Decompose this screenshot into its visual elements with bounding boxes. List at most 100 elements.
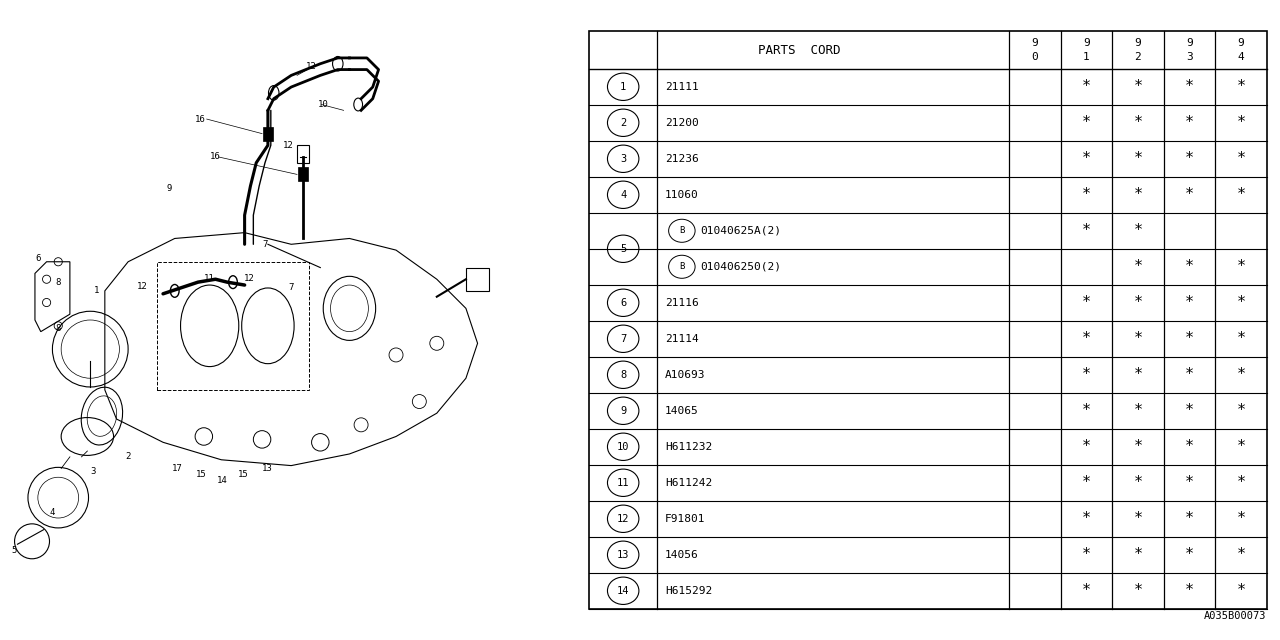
Text: *: * xyxy=(1236,476,1245,490)
Bar xyxy=(264,127,273,141)
Text: *: * xyxy=(1082,367,1091,382)
Text: *: * xyxy=(1185,188,1194,202)
Text: *: * xyxy=(1133,511,1143,526)
Text: *: * xyxy=(1185,295,1194,310)
Text: 6: 6 xyxy=(620,298,626,308)
Text: *: * xyxy=(1185,403,1194,419)
Text: *: * xyxy=(1236,583,1245,598)
Text: *: * xyxy=(1236,332,1245,346)
Text: 7: 7 xyxy=(620,334,626,344)
Text: A10693: A10693 xyxy=(666,370,705,380)
Text: 01040625A(2): 01040625A(2) xyxy=(700,226,782,236)
Text: 9: 9 xyxy=(1083,38,1089,48)
Text: 6: 6 xyxy=(35,254,41,263)
Text: 12: 12 xyxy=(283,141,293,150)
Text: 14065: 14065 xyxy=(666,406,699,416)
Text: PARTS  CORD: PARTS CORD xyxy=(758,44,841,56)
Text: *: * xyxy=(1185,259,1194,275)
Text: 4: 4 xyxy=(1238,52,1244,61)
Text: *: * xyxy=(1185,439,1194,454)
Text: 010406250(2): 010406250(2) xyxy=(700,262,782,272)
Text: *: * xyxy=(1236,547,1245,563)
Text: *: * xyxy=(1185,151,1194,166)
Text: *: * xyxy=(1082,332,1091,346)
Text: 10: 10 xyxy=(617,442,630,452)
Text: 9: 9 xyxy=(1187,38,1193,48)
Text: 11: 11 xyxy=(205,273,215,283)
Text: 1: 1 xyxy=(620,82,626,92)
Text: 9: 9 xyxy=(1134,38,1142,48)
Text: *: * xyxy=(1133,332,1143,346)
Text: *: * xyxy=(1133,403,1143,419)
Text: *: * xyxy=(1133,188,1143,202)
Text: 21200: 21200 xyxy=(666,118,699,128)
Text: *: * xyxy=(1133,151,1143,166)
Text: *: * xyxy=(1236,439,1245,454)
Text: 3: 3 xyxy=(620,154,626,164)
Text: *: * xyxy=(1133,583,1143,598)
Text: 9: 9 xyxy=(1238,38,1244,48)
Text: 16: 16 xyxy=(210,152,221,161)
Text: 21236: 21236 xyxy=(666,154,699,164)
Text: 12: 12 xyxy=(244,273,255,283)
Text: 3: 3 xyxy=(91,467,96,476)
Text: *: * xyxy=(1236,403,1245,419)
Bar xyxy=(298,168,307,181)
Text: 3: 3 xyxy=(1187,52,1193,61)
Text: 1: 1 xyxy=(1083,52,1089,61)
Text: B: B xyxy=(680,227,685,236)
Text: 15: 15 xyxy=(238,470,248,479)
Text: 1: 1 xyxy=(93,286,99,296)
Text: *: * xyxy=(1236,188,1245,202)
Text: H615292: H615292 xyxy=(666,586,713,596)
Text: *: * xyxy=(1185,367,1194,382)
Text: *: * xyxy=(1236,295,1245,310)
Text: 21116: 21116 xyxy=(666,298,699,308)
Text: *: * xyxy=(1133,223,1143,238)
Text: *: * xyxy=(1236,79,1245,94)
Text: *: * xyxy=(1082,403,1091,419)
Text: 12: 12 xyxy=(306,62,317,71)
Text: 7: 7 xyxy=(288,284,294,292)
Text: 14056: 14056 xyxy=(666,550,699,560)
Text: 2: 2 xyxy=(1134,52,1142,61)
Text: *: * xyxy=(1082,115,1091,131)
Text: *: * xyxy=(1082,188,1091,202)
Text: *: * xyxy=(1133,547,1143,563)
Text: 11060: 11060 xyxy=(666,190,699,200)
Text: *: * xyxy=(1082,476,1091,490)
Text: *: * xyxy=(1185,79,1194,94)
Text: *: * xyxy=(1082,583,1091,598)
Text: *: * xyxy=(1185,547,1194,563)
Text: 9: 9 xyxy=(620,406,626,416)
Text: *: * xyxy=(1082,295,1091,310)
Text: 16: 16 xyxy=(195,115,205,124)
Text: *: * xyxy=(1133,79,1143,94)
Text: 9: 9 xyxy=(1032,38,1038,48)
Text: 0: 0 xyxy=(1032,52,1038,61)
Text: *: * xyxy=(1133,115,1143,131)
Text: *: * xyxy=(1133,259,1143,275)
Text: 21111: 21111 xyxy=(666,82,699,92)
Text: *: * xyxy=(1236,259,1245,275)
Text: 8: 8 xyxy=(55,278,61,287)
Text: *: * xyxy=(1185,583,1194,598)
Text: 12: 12 xyxy=(617,514,630,524)
Text: 2: 2 xyxy=(620,118,626,128)
Text: 14: 14 xyxy=(617,586,630,596)
Text: *: * xyxy=(1082,151,1091,166)
Text: 11: 11 xyxy=(617,478,630,488)
Text: 4: 4 xyxy=(620,190,626,200)
Text: *: * xyxy=(1133,439,1143,454)
Text: 5: 5 xyxy=(620,244,626,254)
Text: 21114: 21114 xyxy=(666,334,699,344)
Text: *: * xyxy=(1236,511,1245,526)
Text: *: * xyxy=(1185,476,1194,490)
Text: 13: 13 xyxy=(617,550,630,560)
Bar xyxy=(157,262,308,390)
Text: H611242: H611242 xyxy=(666,478,713,488)
Text: B: B xyxy=(680,262,685,271)
Text: *: * xyxy=(1133,367,1143,382)
Text: *: * xyxy=(1185,332,1194,346)
Text: *: * xyxy=(1082,439,1091,454)
